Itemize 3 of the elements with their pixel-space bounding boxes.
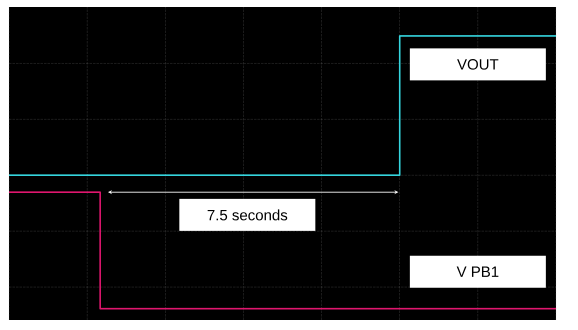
series-label: VOUT [457, 59, 498, 70]
annotation: 7.5 seconds [208, 209, 288, 220]
text: V PB1 [456, 266, 498, 277]
